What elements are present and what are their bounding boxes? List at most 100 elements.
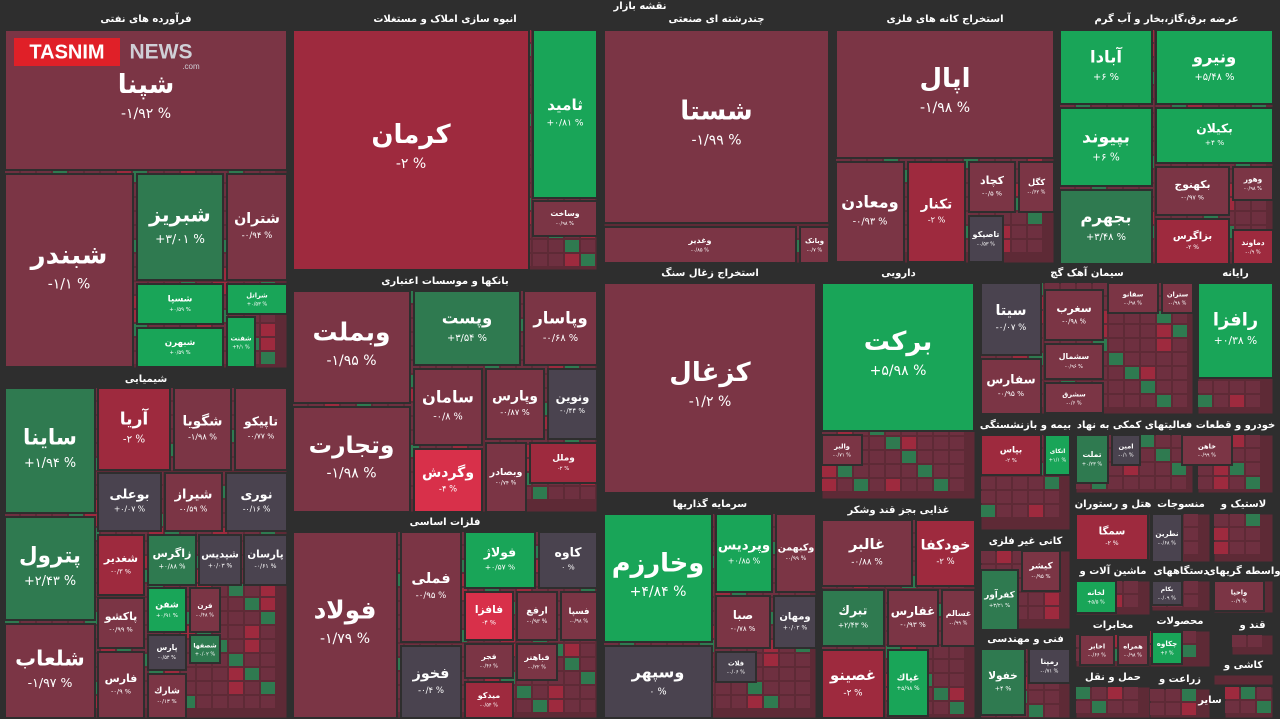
small-tile bbox=[1141, 325, 1155, 337]
stock-name: شبندر bbox=[29, 241, 108, 271]
small-tile bbox=[1109, 325, 1123, 337]
small-tile bbox=[934, 465, 948, 477]
stock-name: ومعادن bbox=[841, 193, 898, 212]
small-tile bbox=[950, 437, 964, 449]
small-tile bbox=[581, 700, 595, 712]
stock-change: -۰/۹۳ % bbox=[900, 620, 926, 629]
small-tile bbox=[229, 598, 243, 610]
sector-name: مخابرات bbox=[1093, 620, 1134, 631]
stock-tile bbox=[835, 29, 1055, 159]
stock-name: شتران bbox=[234, 211, 280, 227]
small-tile bbox=[838, 479, 852, 491]
stock-change: -۰/۶۸ % bbox=[543, 333, 578, 344]
sector-name: ماشین آلات و bbox=[1079, 564, 1147, 577]
small-tile bbox=[902, 437, 916, 449]
stock-tile bbox=[603, 226, 797, 264]
small-tile bbox=[822, 465, 836, 477]
small-tile bbox=[565, 240, 579, 252]
small-tile bbox=[1246, 528, 1260, 540]
small-tile bbox=[1012, 212, 1026, 224]
stock-name: پارس bbox=[156, 643, 177, 652]
stock-tile bbox=[603, 282, 817, 494]
stock-name: غالبر bbox=[848, 536, 885, 553]
stock-name: وپاسار bbox=[532, 308, 587, 328]
small-tile bbox=[1157, 325, 1171, 337]
small-tile bbox=[1241, 687, 1255, 699]
small-tile bbox=[918, 437, 932, 449]
small-tile bbox=[1184, 542, 1198, 554]
small-tile bbox=[1125, 367, 1139, 379]
stock-name: ومهان bbox=[779, 612, 810, 623]
small-tile bbox=[796, 696, 810, 708]
small-tile bbox=[229, 668, 243, 680]
stock-tile bbox=[136, 327, 224, 368]
small-tile bbox=[1246, 395, 1260, 407]
stock-change: -۰/۷۴ % bbox=[496, 481, 517, 487]
stock-change: -۲ % bbox=[843, 688, 862, 698]
small-tile bbox=[1230, 477, 1244, 489]
small-tile bbox=[716, 682, 730, 694]
stock-change: -۰/۷۱ % bbox=[1041, 669, 1059, 675]
stock-name: فسپا bbox=[568, 607, 589, 617]
stock-tile bbox=[413, 368, 483, 446]
sector-name: خودرو و قطعات bbox=[1196, 420, 1276, 431]
small-tile bbox=[1156, 463, 1170, 475]
small-tile bbox=[581, 487, 595, 499]
small-tile bbox=[1140, 435, 1154, 447]
small-tile bbox=[1028, 212, 1042, 224]
small-tile bbox=[533, 700, 547, 712]
small-tile bbox=[1108, 477, 1122, 489]
small-tile bbox=[822, 479, 836, 491]
stock-name: شغدیر bbox=[103, 552, 138, 565]
stock-tile bbox=[400, 645, 462, 719]
small-tile bbox=[764, 654, 778, 666]
stock-tile bbox=[243, 534, 288, 586]
stock-name: سفانو bbox=[1122, 290, 1144, 298]
small-tile bbox=[245, 584, 259, 596]
stock-name: غفارس bbox=[891, 604, 935, 619]
stock-change: -۰/۹۸ % bbox=[1124, 301, 1142, 307]
small-tile bbox=[997, 551, 1011, 563]
stock-name: بکیلان bbox=[1196, 121, 1232, 135]
small-tile bbox=[1029, 505, 1043, 517]
stock-tile bbox=[532, 200, 598, 237]
small-tile bbox=[1214, 381, 1228, 393]
small-tile bbox=[245, 654, 259, 666]
small-tile bbox=[886, 437, 900, 449]
stock-name: ثامید bbox=[547, 96, 583, 114]
stock-tile bbox=[603, 513, 713, 643]
stock-name: فملی bbox=[411, 571, 450, 587]
stock-change: -۰/۹ % bbox=[1245, 250, 1260, 256]
small-tile bbox=[549, 700, 563, 712]
sector-name: فرآورده های نفتی bbox=[100, 12, 191, 25]
sector-name: محصولات bbox=[1156, 616, 1203, 627]
small-tile bbox=[1214, 542, 1228, 554]
stock-tile bbox=[968, 215, 1004, 263]
stock-change: -۰/۵۴ % bbox=[158, 655, 176, 661]
small-tile bbox=[261, 584, 275, 596]
small-tile bbox=[918, 451, 932, 463]
stock-tile bbox=[464, 531, 536, 589]
stock-change: -۱/۹۸ % bbox=[920, 100, 970, 116]
sector-name: بانکها و موسسات اعتباری bbox=[381, 276, 508, 287]
stock-name: زاگرس bbox=[153, 546, 192, 560]
stock-name: دماوند bbox=[1241, 238, 1264, 247]
stock-change: -۲ % bbox=[936, 556, 954, 566]
stock-change: -۰/۸۸ % bbox=[851, 557, 882, 567]
small-tile bbox=[213, 696, 227, 708]
small-tile bbox=[1045, 477, 1059, 489]
stock-name: وبصادر bbox=[489, 467, 523, 478]
small-tile bbox=[197, 682, 211, 694]
stock-name: واحیا bbox=[1231, 588, 1247, 596]
small-tile bbox=[229, 612, 243, 624]
sector-name: رایانه bbox=[1222, 268, 1249, 279]
small-tile bbox=[261, 696, 275, 708]
small-tile bbox=[517, 686, 531, 698]
small-tile bbox=[229, 640, 243, 652]
stock-change: +۰/۰۲ % bbox=[783, 625, 808, 632]
stock-tile bbox=[715, 651, 757, 683]
small-tile bbox=[533, 254, 547, 266]
stock-name: وبملت bbox=[313, 317, 391, 347]
stock-name: کزغال bbox=[669, 358, 751, 388]
stock-change: +۱/۹۴ % bbox=[24, 456, 76, 471]
